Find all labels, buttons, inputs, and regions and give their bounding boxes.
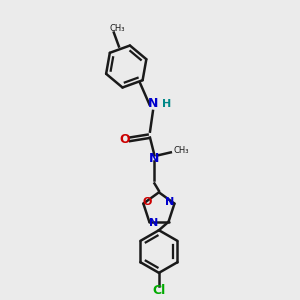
Text: CH₃: CH₃ <box>110 24 125 33</box>
Text: CH₃: CH₃ <box>174 146 189 155</box>
Text: N: N <box>149 218 158 228</box>
Text: N: N <box>165 197 175 207</box>
Text: H: H <box>162 98 171 109</box>
Text: N: N <box>149 152 160 165</box>
Text: O: O <box>142 197 152 207</box>
Text: N: N <box>148 97 158 110</box>
Text: O: O <box>119 133 130 146</box>
Text: Cl: Cl <box>152 284 166 297</box>
